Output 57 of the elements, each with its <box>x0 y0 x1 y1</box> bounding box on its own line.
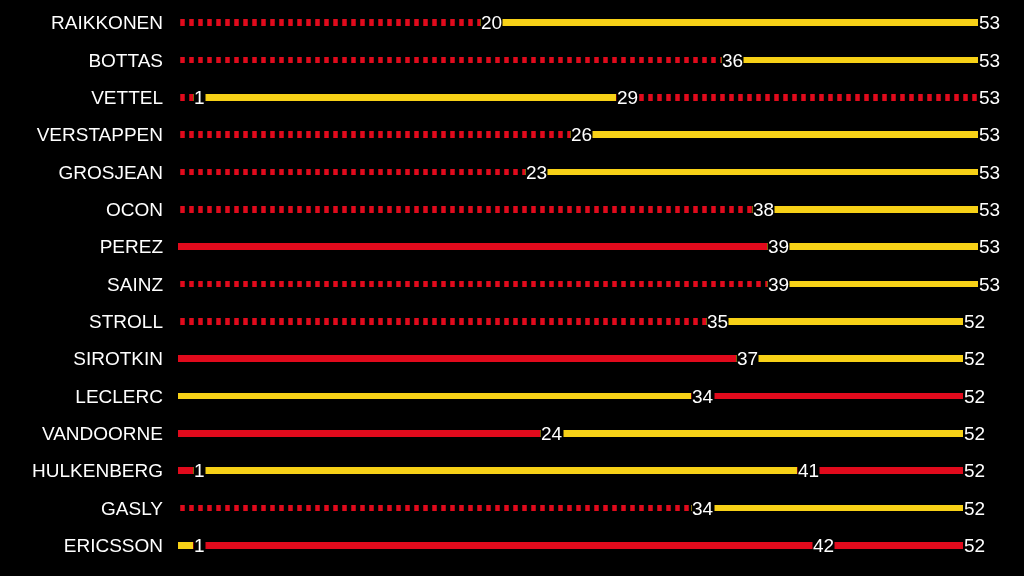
annotation: 29 <box>617 87 639 108</box>
y-tick-label: SIROTKIN <box>73 348 163 370</box>
data-label: 39 <box>768 274 790 295</box>
y-tick-label: HULKENBERG <box>32 460 163 482</box>
annotation: 42 <box>813 535 835 556</box>
data-label: 34 <box>692 386 714 407</box>
data-label: 20 <box>481 12 503 33</box>
data-label: 39 <box>768 236 790 257</box>
bar <box>178 93 194 101</box>
bar <box>178 243 767 251</box>
y-tick-label: VETTEL <box>91 86 163 108</box>
bar <box>178 131 571 139</box>
data-label: 1 <box>194 535 205 556</box>
data-label: 36 <box>722 50 744 71</box>
bar <box>178 355 737 363</box>
y-tick-label: PEREZ <box>99 236 164 258</box>
y-tick-label: VERSTAPPEN <box>36 124 163 146</box>
total-label: 53 <box>979 87 1001 108</box>
bar <box>178 429 541 437</box>
data-label: 23 <box>526 162 548 183</box>
y-tick-label: SAINZ <box>107 273 164 295</box>
total-label: 53 <box>979 199 1001 220</box>
total-label: 52 <box>964 311 986 332</box>
y-tick-label: STROLL <box>89 310 163 332</box>
data-label: 35 <box>707 311 729 332</box>
data-label: 38 <box>753 199 775 220</box>
y-tick-label: BOTTAS <box>88 49 163 71</box>
total-label: 52 <box>964 348 986 369</box>
y-tick-label: OCON <box>106 198 163 220</box>
data-label: 37 <box>737 348 759 369</box>
data-label: 1 <box>194 460 205 481</box>
total-label: 53 <box>979 274 1001 295</box>
total-label: 52 <box>964 460 986 481</box>
total-label: 52 <box>964 386 986 407</box>
total-label: 53 <box>979 124 1001 145</box>
y-tick-label: RAIKKONEN <box>51 12 163 34</box>
total-label: 53 <box>979 236 1001 257</box>
y-tick-label: ERICSSON <box>63 534 163 556</box>
total-label: 52 <box>964 535 986 556</box>
y-tick-label: GROSJEAN <box>58 161 163 183</box>
bar <box>178 19 480 27</box>
bar <box>178 205 752 213</box>
total-label: 52 <box>964 498 986 519</box>
total-label: 53 <box>979 162 1001 183</box>
data-label: 24 <box>541 423 563 444</box>
y-tick-label: VANDOORNE <box>41 422 163 444</box>
y-tick-label: LECLERC <box>75 385 163 407</box>
data-label: 34 <box>692 498 714 519</box>
bar <box>178 317 707 325</box>
total-label: 53 <box>979 12 1001 33</box>
data-label: 26 <box>571 124 593 145</box>
y-tick-label: GASLY <box>101 497 164 519</box>
data-label: 1 <box>194 87 205 108</box>
bar <box>178 467 194 475</box>
annotation: 41 <box>798 460 820 481</box>
total-label: 53 <box>979 50 1001 71</box>
total-label: 52 <box>964 423 986 444</box>
